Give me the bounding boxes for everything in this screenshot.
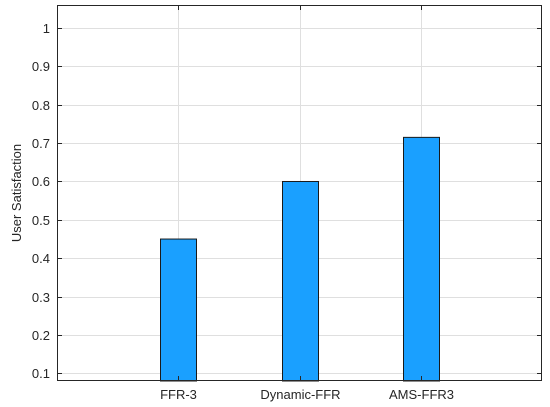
x-tick-label: Dynamic-FFR (260, 387, 340, 402)
bar-ffr-3 (160, 238, 197, 382)
y-tick-label: 1 (43, 21, 50, 36)
y-tick-label: 0.7 (32, 136, 50, 151)
bar-dynamic-ffr (282, 180, 319, 382)
y-tick-label: 0.6 (32, 174, 50, 189)
y-axis-label: User Satisfaction (9, 144, 24, 242)
tick-labels: 0.1 0.2 0.3 0.4 0.5 0.6 0.7 0.8 0.9 1 FFR-3 Dynamic… (32, 21, 454, 402)
y-tick-label: 0.4 (32, 251, 50, 266)
y-tick-label: 0.9 (32, 59, 50, 74)
y-tick-label: 0.3 (32, 290, 50, 305)
axis-ticks (57, 5, 542, 381)
y-tick-label: 0.5 (32, 213, 50, 228)
y-tick-label: 0.8 (32, 98, 50, 113)
plot-frame (57, 5, 542, 381)
bars (160, 136, 440, 382)
y-tick-label: 0.2 (32, 328, 50, 343)
x-tick-label: FFR-3 (160, 387, 197, 402)
x-tick-label: AMS-FFR3 (389, 387, 454, 402)
y-tick-label: 0.1 (32, 366, 50, 381)
bar-ams-ffr3 (403, 136, 440, 382)
